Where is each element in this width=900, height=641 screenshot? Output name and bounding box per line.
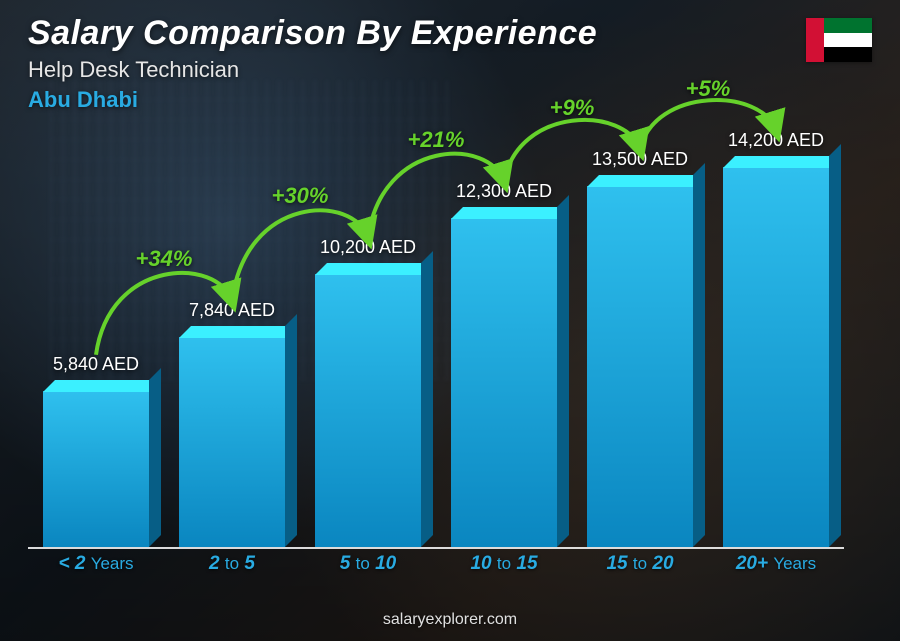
bar-cell: 14,200 AED: [708, 107, 844, 547]
bar-side-face: [693, 163, 705, 547]
bar-side-face: [829, 144, 841, 547]
uae-flag-icon: [806, 18, 872, 62]
bar-side-face: [149, 368, 161, 547]
value-label: 7,840 AED: [189, 300, 275, 321]
bar: [315, 274, 421, 547]
category-label: 5 to 10: [300, 549, 436, 577]
bar-top-face: [179, 326, 297, 338]
flag-hoist: [806, 18, 824, 62]
category-label: 10 to 15: [436, 549, 572, 577]
header: Salary Comparison By Experience Help Des…: [28, 14, 872, 113]
bar-side-face: [421, 251, 433, 547]
bar: [451, 218, 557, 547]
bar-cell: 5,840 AED: [28, 107, 164, 547]
bar-top-face: [587, 175, 705, 187]
bar: [43, 391, 149, 547]
footer-credit: salaryexplorer.com: [0, 611, 900, 629]
value-label: 10,200 AED: [320, 237, 416, 258]
category-label: 20+ Years: [708, 549, 844, 577]
bar-top-face: [315, 263, 433, 275]
bars-area: 5,840 AED 7,840 AED 10,200 AED 12,300 AED 13…: [28, 107, 844, 547]
bar: [587, 186, 693, 547]
value-label: 5,840 AED: [53, 354, 139, 375]
category-label: 15 to 20: [572, 549, 708, 577]
category-label: < 2 Years: [28, 549, 164, 577]
value-label: 12,300 AED: [456, 181, 552, 202]
bar-side-face: [285, 314, 297, 547]
subtitle: Help Desk Technician: [28, 57, 872, 83]
categories-row: < 2 Years2 to 55 to 1010 to 1515 to 2020…: [28, 549, 844, 577]
bar-chart: 5,840 AED 7,840 AED 10,200 AED 12,300 AED 13…: [28, 107, 844, 577]
bar-cell: 12,300 AED: [436, 107, 572, 547]
bar: [723, 167, 829, 547]
title: Salary Comparison By Experience: [28, 14, 872, 53]
value-label: 13,500 AED: [592, 149, 688, 170]
bar-top-face: [451, 207, 569, 219]
category-label: 2 to 5: [164, 549, 300, 577]
infographic-container: Salary Comparison By Experience Help Des…: [0, 0, 900, 641]
value-label: 14,200 AED: [728, 130, 824, 151]
bar-side-face: [557, 195, 569, 547]
bar: [179, 337, 285, 547]
bar-top-face: [43, 380, 161, 392]
bar-top-face: [723, 156, 841, 168]
bar-cell: 10,200 AED: [300, 107, 436, 547]
bar-cell: 13,500 AED: [572, 107, 708, 547]
bar-cell: 7,840 AED: [164, 107, 300, 547]
